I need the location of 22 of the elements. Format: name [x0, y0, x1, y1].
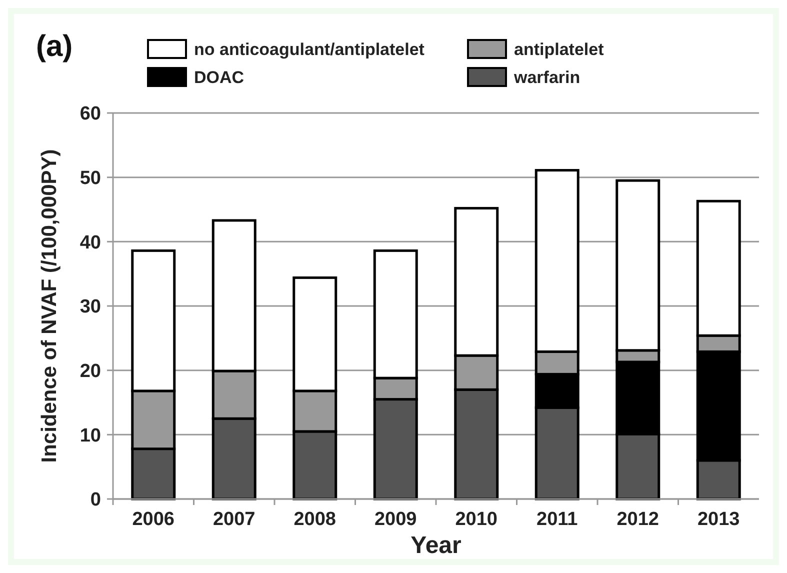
- x-axis-title: Year: [410, 532, 462, 559]
- y-tick-label: 20: [80, 360, 101, 382]
- y-tick-label: 0: [90, 490, 101, 511]
- y-axis-title: Incidence of NVAF (/100,000PY): [38, 149, 61, 463]
- legend-label: no anticoagulant/antiplatelet: [194, 40, 425, 59]
- y-tick-label: 30: [80, 296, 101, 318]
- y-tick-label: 60: [80, 104, 101, 125]
- x-tick-label: 2010: [455, 509, 498, 530]
- x-tick-label: 2009: [374, 509, 417, 530]
- legend-label: antiplatelet: [514, 40, 604, 59]
- legend-label: DOAC: [194, 68, 244, 87]
- x-tick-label: 2013: [697, 509, 740, 530]
- y-tick-label: 40: [80, 232, 101, 254]
- x-tick-label: 2008: [294, 509, 336, 530]
- x-tick-label: 2011: [536, 509, 578, 530]
- legend-label: warfarin: [513, 68, 580, 87]
- y-tick-label: 10: [80, 425, 101, 446]
- x-tick-label: 2006: [132, 509, 175, 530]
- y-tick-label: 50: [80, 168, 101, 189]
- chart-title: (a): [36, 30, 73, 63]
- x-tick-label: 2012: [616, 509, 660, 530]
- x-tick-label: 2007: [212, 509, 256, 530]
